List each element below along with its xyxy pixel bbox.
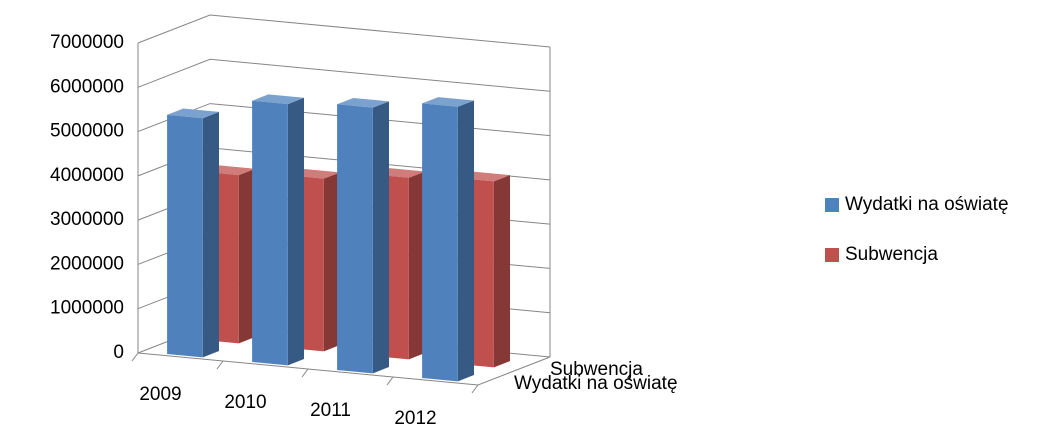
legend-swatch bbox=[825, 248, 839, 262]
x-tick bbox=[471, 384, 479, 394]
bar-side bbox=[238, 168, 255, 344]
y-tick-label: 0 bbox=[113, 342, 124, 363]
x-tick bbox=[131, 352, 139, 362]
x-tick bbox=[301, 368, 309, 378]
y-tick-label: 3000000 bbox=[50, 209, 124, 230]
legend-label: Wydatki na oświatę bbox=[845, 194, 1009, 215]
bar-side bbox=[202, 111, 219, 358]
y-tick-label: 4000000 bbox=[50, 165, 124, 186]
bar bbox=[167, 108, 219, 358]
bar bbox=[252, 94, 304, 366]
bar-top bbox=[422, 97, 474, 107]
bar-side bbox=[408, 171, 425, 360]
bar-front bbox=[422, 103, 458, 382]
series-axis-label: Wydatki na oświatę bbox=[514, 373, 678, 394]
x-tick bbox=[386, 376, 394, 386]
y-tick-label: 2000000 bbox=[50, 253, 124, 274]
bar-front bbox=[337, 104, 373, 374]
x-tick-label: 2011 bbox=[310, 400, 351, 421]
bar-side bbox=[457, 100, 474, 382]
y-tick-label: 6000000 bbox=[50, 76, 124, 97]
x-tick-label: 2010 bbox=[224, 392, 266, 413]
bar-front bbox=[252, 100, 288, 366]
x-tick-label: 2009 bbox=[139, 384, 181, 405]
bar bbox=[422, 97, 474, 382]
bar-top bbox=[167, 108, 219, 119]
series-axis-label: Subwencja bbox=[550, 359, 643, 380]
legend-swatch bbox=[825, 198, 839, 212]
bar bbox=[337, 97, 389, 374]
x-tick bbox=[216, 360, 224, 370]
bar-top bbox=[337, 97, 389, 108]
grid-line bbox=[137, 58, 551, 92]
y-tick-label: 7000000 bbox=[50, 32, 124, 53]
x-tick-label: 2012 bbox=[394, 408, 436, 429]
bar-side bbox=[493, 175, 510, 368]
y-tick-label: 5000000 bbox=[50, 121, 124, 142]
bar-side bbox=[323, 172, 340, 352]
legend-label: Subwencja bbox=[845, 244, 938, 265]
bar-front bbox=[167, 114, 203, 358]
bar-side bbox=[287, 97, 304, 366]
bar-side bbox=[372, 101, 389, 374]
y-tick-label: 1000000 bbox=[50, 298, 124, 319]
grid-line bbox=[137, 14, 551, 48]
bar-top bbox=[252, 94, 304, 105]
